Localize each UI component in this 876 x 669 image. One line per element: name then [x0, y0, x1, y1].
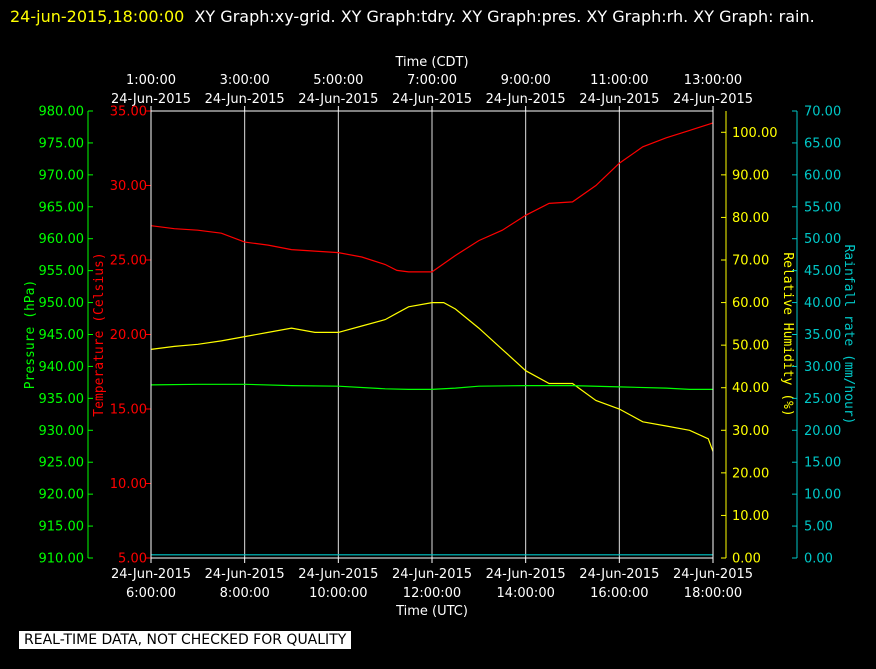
rainfall-tick-label: 45.00 — [804, 264, 841, 279]
temperature-tick-label: 5.00 — [118, 552, 147, 567]
quality-note: REAL-TIME DATA, NOT CHECKED FOR QUALITY — [19, 631, 352, 649]
top-x-tick-time: 11:00:00 — [590, 73, 648, 88]
rainfall-tick-label: 5.00 — [804, 520, 833, 535]
rainfall-tick-label: 30.00 — [804, 360, 841, 375]
temperature-tick-label: 25.00 — [110, 254, 147, 269]
top-x-tick-time: 5:00:00 — [313, 73, 363, 88]
top-x-tick-date: 24-Jun-2015 — [111, 92, 191, 107]
rainfall-axis-title: Rainfall rate (mm/hour) — [841, 244, 856, 424]
header: 24-jun-2015,18:00:00 XY Graph:xy-grid. X… — [10, 3, 866, 30]
bottom-x-tick-time: 10:00:00 — [309, 586, 367, 601]
top-x-tick-time: 3:00:00 — [220, 73, 270, 88]
rainfall-tick-label: 10.00 — [804, 488, 841, 503]
pressure-tick-label: 910.00 — [39, 552, 85, 567]
humidity-tick-label: 20.00 — [732, 466, 769, 481]
humidity-tick-label: 50.00 — [732, 339, 769, 354]
pressure-tick-label: 935.00 — [39, 392, 85, 407]
pressure-tick-label: 940.00 — [39, 360, 85, 375]
temperature-tick-label: 30.00 — [110, 179, 147, 194]
humidity-tick-label: 100.00 — [732, 126, 778, 141]
humidity-tick-label: 70.00 — [732, 254, 769, 269]
rainfall-tick-label: 35.00 — [804, 328, 841, 343]
pressure-tick-label: 920.00 — [39, 488, 85, 503]
pressure-tick-label: 960.00 — [39, 232, 85, 247]
pressure-tick-label: 965.00 — [39, 200, 85, 215]
rainfall-tick-label: 15.00 — [804, 456, 841, 471]
humidity-tick-label: 30.00 — [732, 424, 769, 439]
bottom-x-tick-date: 24-Jun-2015 — [205, 567, 285, 582]
rainfall-tick-label: 60.00 — [804, 168, 841, 183]
humidity-tick-label: 60.00 — [732, 296, 769, 311]
top-x-tick-time: 1:00:00 — [126, 73, 176, 88]
pressure-axis-title: Pressure (hPa) — [23, 280, 38, 390]
rainfall-tick-label: 70.00 — [804, 105, 841, 120]
top-x-tick-time: 9:00:00 — [501, 73, 551, 88]
top-x-tick-date: 24-Jun-2015 — [579, 92, 659, 107]
series-layer — [150, 122, 714, 556]
humidity-axis-title: Relative Humidity (%) — [780, 252, 795, 416]
bottom-x-tick-date: 24-Jun-2015 — [486, 567, 566, 582]
plot-frame — [150, 110, 714, 559]
pressure-tick-label: 970.00 — [39, 168, 85, 183]
humidity-tick-label: 10.00 — [732, 509, 769, 524]
rainfall-tick-label: 0.00 — [804, 552, 833, 567]
pressure-tick-label: 950.00 — [39, 296, 85, 311]
pressure-tick-label: 975.00 — [39, 136, 85, 151]
temperature-tick-label: 35.00 — [110, 105, 147, 120]
bottom-x-tick-time: 12:00:00 — [403, 586, 461, 601]
bottom-x-tick-date: 24-Jun-2015 — [579, 567, 659, 582]
humidity-series-line — [150, 302, 714, 452]
top-x-tick-time: 13:00:00 — [684, 73, 742, 88]
top-x-axis-label: Time (CDT) — [394, 55, 468, 70]
bottom-x-tick-time: 14:00:00 — [496, 586, 554, 601]
temperature-tick-label: 10.00 — [110, 477, 147, 492]
bottom-x-tick-date: 24-Jun-2015 — [673, 567, 753, 582]
top-x-tick-date: 24-Jun-2015 — [673, 92, 753, 107]
axes: 1:00:00 24-Jun-2015 3:00:00 24-Jun-2015 5:00… — [23, 55, 856, 619]
temperature-axis-title: Temperature (Celsius) — [92, 252, 107, 416]
humidity-tick-label: 0.00 — [732, 552, 761, 567]
temperature-tick-label: 20.00 — [110, 328, 147, 343]
pressure-tick-label: 915.00 — [39, 520, 85, 535]
pressure-tick-label: 955.00 — [39, 264, 85, 279]
humidity-tick-label: 90.00 — [732, 168, 769, 183]
rainfall-tick-label: 65.00 — [804, 136, 841, 151]
pressure-series-line — [150, 383, 713, 390]
top-x-tick-date: 24-Jun-2015 — [298, 92, 378, 107]
top-x-tick-date: 24-Jun-2015 — [205, 92, 285, 107]
humidity-tick-label: 80.00 — [732, 211, 769, 226]
bottom-x-tick-time: 18:00:00 — [684, 586, 742, 601]
rainfall-tick-label: 20.00 — [804, 424, 841, 439]
pressure-tick-label: 925.00 — [39, 456, 85, 471]
top-x-tick-time: 7:00:00 — [407, 73, 457, 88]
bottom-x-tick-date: 24-Jun-2015 — [111, 567, 191, 582]
bottom-x-tick-time: 6:00:00 — [126, 586, 176, 601]
bottom-x-tick-time: 8:00:00 — [220, 586, 270, 601]
header-timestamp: 24-jun-2015,18:00:00 — [10, 7, 185, 26]
temperature-tick-label: 15.00 — [110, 403, 147, 418]
bottom-x-tick-date: 24-Jun-2015 — [298, 567, 378, 582]
rainfall-tick-label: 40.00 — [804, 296, 841, 311]
bottom-x-tick-time: 16:00:00 — [590, 586, 648, 601]
pressure-tick-label: 945.00 — [39, 328, 85, 343]
rainfall-tick-label: 55.00 — [804, 200, 841, 215]
humidity-tick-label: 40.00 — [732, 381, 769, 396]
header-graph-list: XY Graph:xy-grid. XY Graph:tdry. XY Grap… — [194, 7, 815, 26]
top-x-tick-date: 24-Jun-2015 — [486, 92, 566, 107]
bottom-x-tick-date: 24-Jun-2015 — [392, 567, 472, 582]
rainfall-tick-label: 50.00 — [804, 232, 841, 247]
grid — [244, 111, 620, 558]
pressure-tick-label: 980.00 — [39, 105, 85, 120]
temperature-series-line — [150, 122, 714, 273]
bottom-x-axis-label: Time (UTC) — [395, 604, 468, 619]
pressure-tick-label: 930.00 — [39, 424, 85, 439]
top-x-tick-date: 24-Jun-2015 — [392, 92, 472, 107]
rainfall-tick-label: 25.00 — [804, 392, 841, 407]
